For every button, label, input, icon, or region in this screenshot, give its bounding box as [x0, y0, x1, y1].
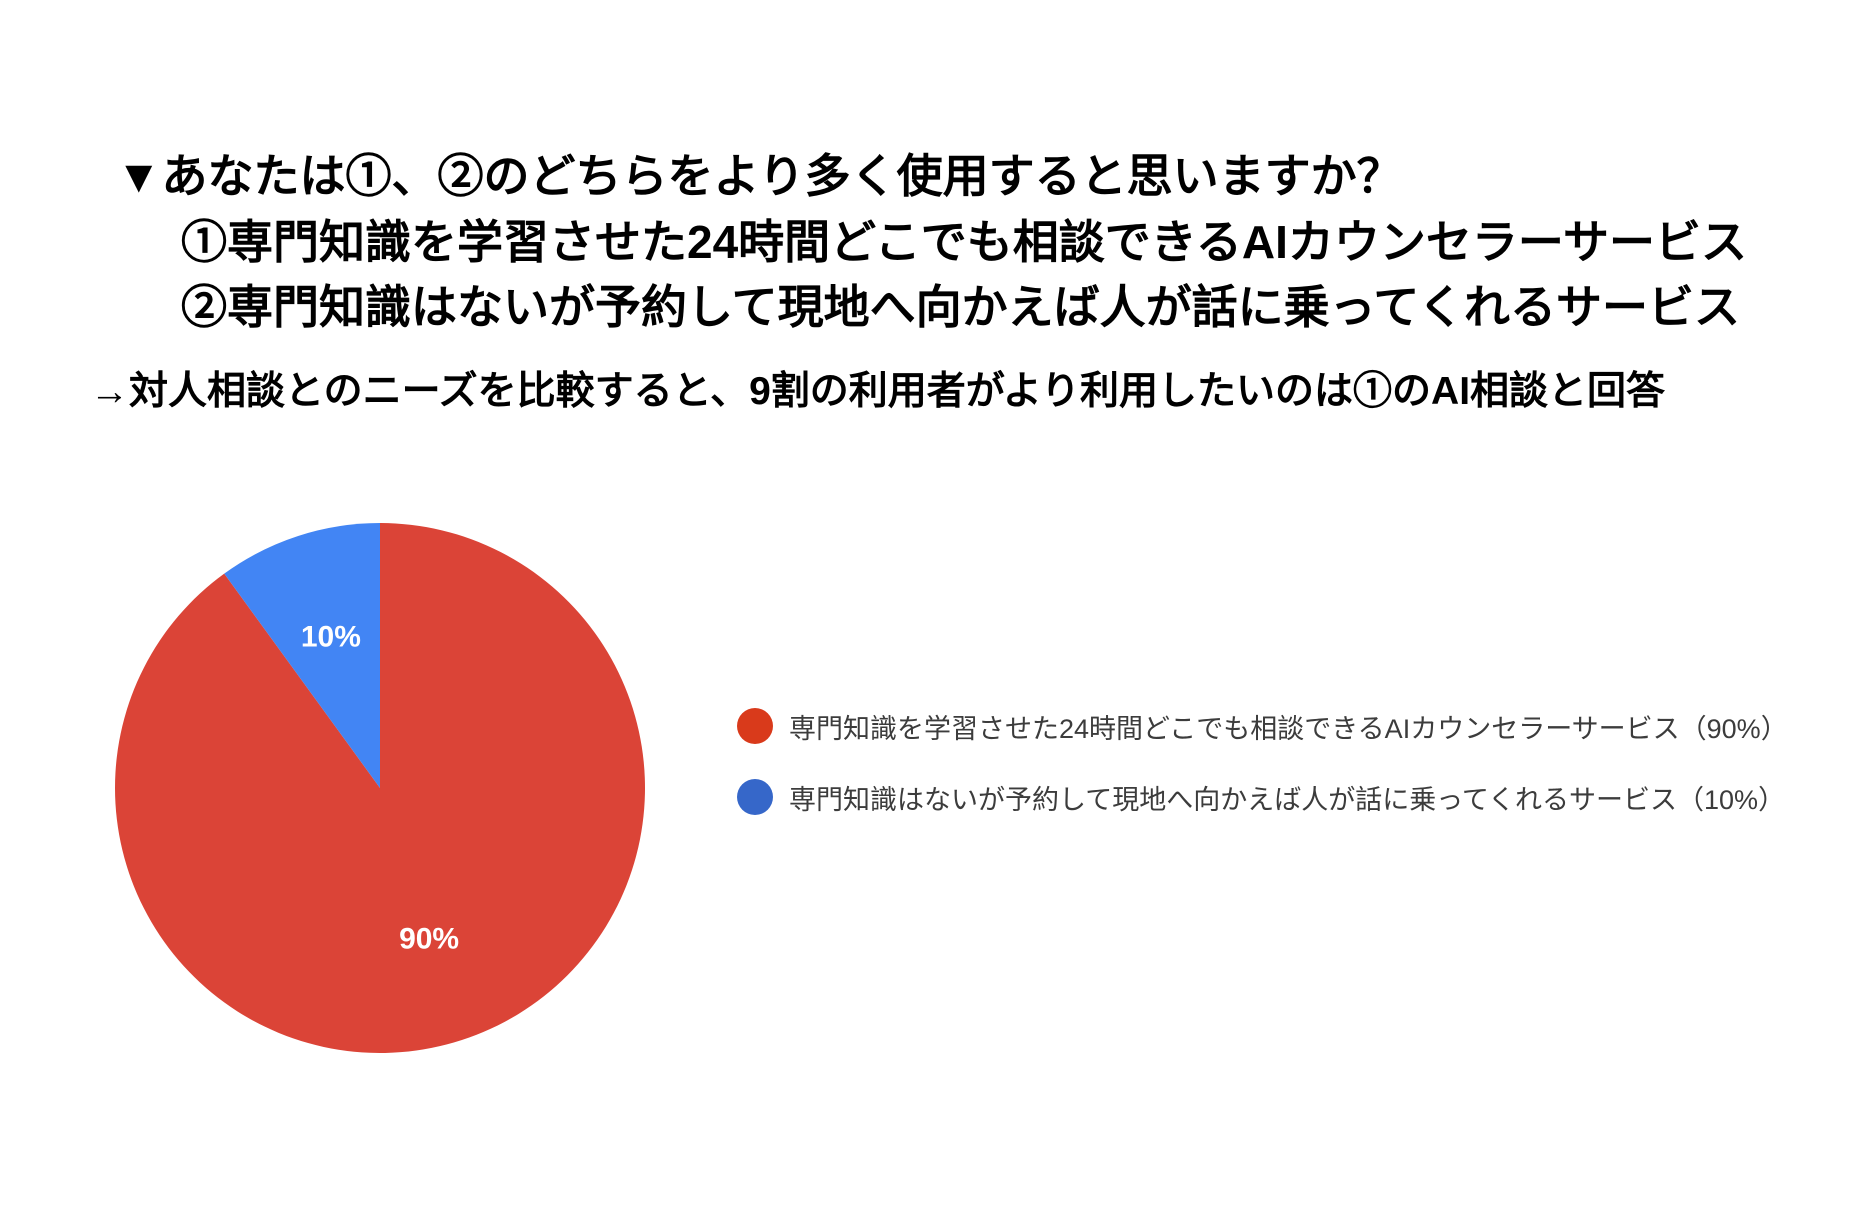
pie-percent-label: 90% [399, 923, 459, 956]
legend-label-human-service: 専門知識はないが予約して現地へ向かえば人が話に乗ってくれるサービス（10%） [789, 784, 1786, 815]
legend-marker-blue-icon [737, 779, 773, 815]
pie-chart: 90% 10% [115, 523, 646, 1053]
legend-label-ai-service: 専門知識を学習させた24時間どこでも相談できるAIカウンセラーサービス（90%） [789, 713, 1788, 744]
pie-slice-1 [115, 523, 646, 1053]
survey-conclusion: →対人相談とのニーズを比較すると、9割の利用者がより利用したいのは①のAI相談と… [90, 370, 1666, 413]
pie-legend: 専門知識を学習させた24時間どこでも相談できるAIカウンセラーサービス（90%）… [737, 708, 1788, 815]
survey-question-heading: ▼あなたは①、②のどちらをより多く使用すると思いますか？ [116, 150, 1403, 202]
pie-slice-2 [224, 523, 380, 788]
pie-percent-label: 10% [301, 620, 361, 653]
survey-option-1: ①専門知識を学習させた24時間どこでも相談できるAIカウンセラーサービス [181, 216, 1747, 268]
survey-option-2: ②専門知識はないが予約して現地へ向かえば人が話に乗ってくれるサービス [181, 281, 1740, 333]
legend-item: 専門知識を学習させた24時間どこでも相談できるAIカウンセラーサービス（90%） [737, 708, 1788, 744]
legend-marker-red-icon [737, 708, 773, 744]
legend-item: 専門知識はないが予約して現地へ向かえば人が話に乗ってくれるサービス（10%） [737, 779, 1788, 815]
